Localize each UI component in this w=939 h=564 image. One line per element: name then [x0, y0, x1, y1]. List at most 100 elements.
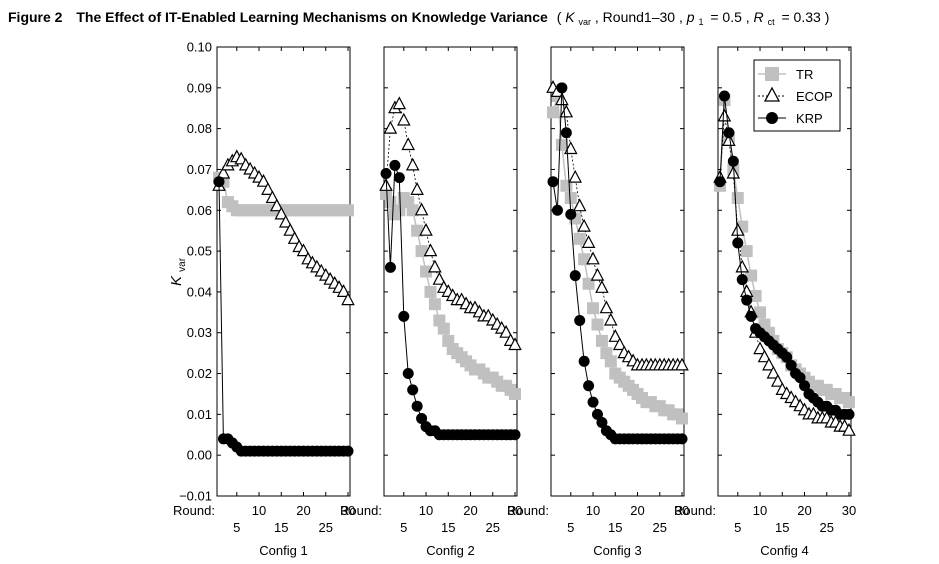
data-point-krp [714, 176, 726, 188]
data-point-tr [411, 224, 424, 237]
title-param-r-sub: ct [768, 17, 776, 27]
legend-ecop-marker [763, 86, 781, 102]
x-tick-label: 20 [797, 503, 811, 518]
series-ecop [546, 80, 689, 371]
data-point-ecop [383, 120, 398, 134]
x-tick-label: 30 [842, 503, 856, 518]
legend-tr-marker [765, 67, 779, 81]
data-point-krp [718, 90, 730, 102]
series-line-ecop [385, 103, 516, 346]
y-axis-ticks: 0.10 0.09 0.08 0.07 0.06 0.05 0.04 0.03 0.02 0.01… [179, 40, 212, 504]
data-point-ecop [559, 104, 574, 118]
series-krp [714, 90, 855, 420]
data-point-ecop [612, 337, 627, 351]
data-point-tr [564, 192, 577, 205]
figure-label: Figure 2 [8, 9, 63, 25]
title-param-p: p [686, 9, 695, 25]
data-point-ecop [336, 284, 351, 297]
y-tick-label: 0.02 [187, 366, 212, 381]
data-point-ecop [392, 96, 407, 110]
data-point-ecop [261, 182, 275, 195]
data-point-tr [415, 245, 428, 258]
x-tick-label: 15 [775, 520, 789, 535]
x-tick-label: 10 [419, 503, 433, 518]
data-point-ecop [296, 243, 311, 257]
data-point-ecop [405, 157, 420, 171]
data-point-krp [676, 433, 688, 445]
data-point-ecop [572, 198, 587, 212]
data-point-ecop [604, 312, 618, 326]
series-krp [380, 159, 521, 441]
y-tick-label: 0.07 [187, 162, 212, 177]
title-params-sep1: , [595, 9, 603, 25]
panel-4: Round: 10 20 30 5 15 25 Config 4 [674, 46, 856, 558]
series-line-krp [552, 87, 682, 440]
x-tick-label: 20 [630, 503, 644, 518]
data-point-ecop [401, 137, 415, 151]
data-point-tr [509, 387, 521, 400]
data-point-ecop [568, 169, 582, 183]
legend-entry-ecop: ECOP [758, 86, 833, 104]
figure-title-line: Figure 2 The Effect of IT-Enabled Learni… [8, 9, 829, 28]
data-point-ecop [735, 259, 749, 273]
panel-name: Config 3 [593, 543, 641, 558]
y-tick-label: 0.08 [187, 121, 212, 136]
data-point-krp [785, 359, 797, 371]
data-point-krp [569, 270, 581, 282]
x-axis-round-label: Round: [507, 503, 549, 518]
data-point-krp [781, 351, 793, 363]
data-point-tr [754, 306, 767, 319]
data-point-ecop [419, 222, 433, 236]
data-point-ecop [753, 341, 767, 355]
title-param-r-value: = 0.33 [781, 9, 821, 25]
x-tick-label: 30 [675, 503, 689, 518]
x-tick-label: 15 [274, 520, 288, 535]
data-point-krp [843, 408, 855, 420]
data-point-ecop [842, 422, 856, 436]
data-point-krp [745, 310, 757, 322]
figure-title: The Effect of IT-Enabled Learning Mechan… [76, 9, 548, 25]
x-tick-label: 10 [252, 503, 266, 518]
data-point-krp [411, 400, 423, 412]
data-point-krp [342, 445, 354, 457]
data-point-tr [424, 285, 437, 298]
data-point-ecop [283, 222, 297, 236]
data-point-tr [749, 289, 762, 302]
data-point-ecop [762, 357, 776, 371]
panel-1: Round: 10 20 30 5 15 25 Config 1 [173, 46, 355, 558]
data-point-tr [676, 412, 688, 425]
data-point-ecop [287, 231, 302, 244]
data-point-krp [565, 208, 577, 220]
x-tick-label: 20 [463, 503, 477, 518]
data-point-ecop [757, 349, 772, 363]
data-point-tr [573, 232, 586, 245]
data-point-ecop [270, 198, 284, 212]
series-line-krp [719, 95, 849, 415]
data-point-ecop [341, 292, 355, 306]
data-point-krp [547, 176, 559, 188]
data-point-krp [574, 314, 586, 326]
title-params-open: ( [557, 9, 562, 25]
series-line-ecop [719, 116, 850, 431]
data-point-tr [604, 355, 617, 368]
data-point-ecop [428, 259, 442, 273]
title-params-sep3: , [746, 9, 754, 25]
data-point-krp [794, 372, 806, 384]
x-tick-label: 25 [319, 520, 333, 535]
x-tick-label: 30 [508, 503, 522, 518]
data-point-ecop [771, 373, 785, 387]
data-point-tr [731, 192, 744, 205]
x-tick-label: 30 [341, 503, 355, 518]
y-axis-label-sub: var [177, 257, 188, 272]
data-point-ecop [410, 182, 424, 195]
data-point-tr [547, 106, 559, 119]
series-line-ecop [552, 87, 682, 366]
y-axis-label-main: K [168, 275, 185, 286]
data-point-ecop [595, 280, 609, 293]
data-point-krp [587, 396, 599, 408]
series-tr [213, 171, 354, 217]
panel-name: Config 4 [760, 543, 808, 558]
series-ecop [713, 108, 856, 436]
data-point-krp [380, 168, 392, 180]
y-axis-label: K var [168, 257, 188, 286]
